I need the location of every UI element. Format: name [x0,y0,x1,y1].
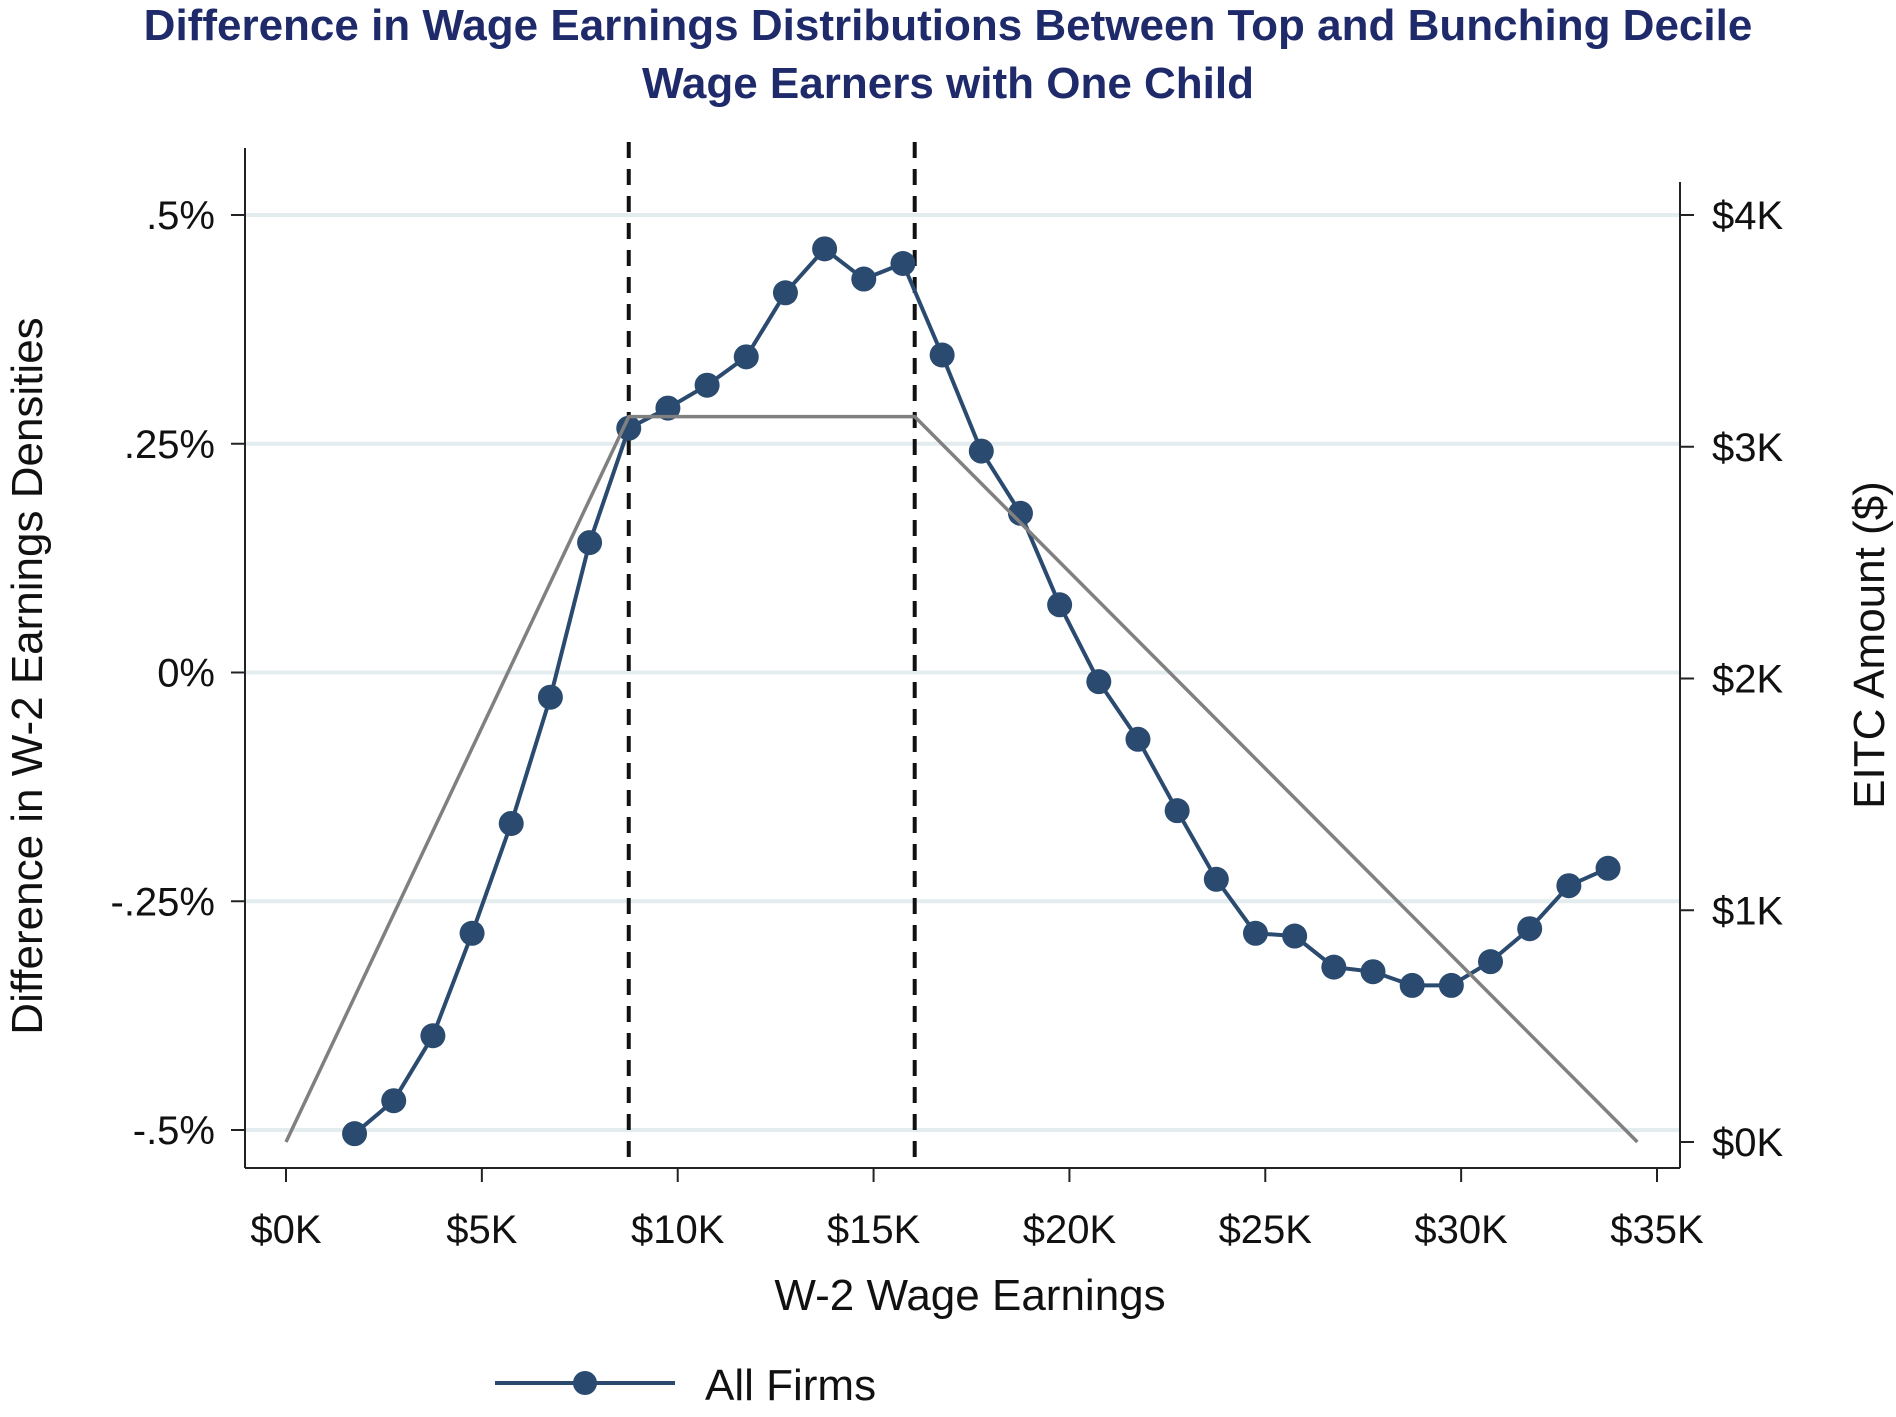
data-point-all-firms-27 [1399,972,1425,998]
axes [244,148,1681,1169]
data-point-all-firms-6 [577,530,603,556]
data-point-all-firms-24 [1282,923,1308,949]
x-axis-title: W-2 Wage Earnings [774,1271,1165,1320]
x-tick-label-5: $25K [1219,1208,1313,1252]
data-point-all-firms-30 [1517,916,1543,942]
data-point-all-firms-3 [459,920,485,946]
legend-marker-all-firms [573,1371,597,1395]
right-tick-label-1: $3K [1712,426,1783,470]
series [284,236,1639,1147]
left-tick-label-2: 0% [157,652,215,696]
data-point-all-firms-29 [1478,949,1504,975]
x-tick-label-4: $20K [1023,1208,1117,1252]
chart-title-line1: Difference in Wage Earnings Distribution… [144,1,1753,50]
x-tick-label-0: $0K [250,1208,321,1252]
chart-title-line2: Wage Earners with One Child [642,59,1254,108]
data-point-all-firms-5 [537,684,563,710]
left-tick-label-4: -.5% [133,1109,215,1153]
data-point-all-firms-11 [772,280,798,306]
left-tick-label-0: .5% [146,194,215,238]
series-line-eitc-schedule [284,414,1639,1144]
data-point-all-firms-23 [1242,920,1268,946]
left-tick-label-1: .25% [124,423,215,467]
legend: All Firms [495,1361,876,1410]
x-tick-label-7: $35K [1610,1208,1704,1252]
right-tick-label-4: $0K [1712,1121,1783,1165]
right-y-axis-title: EITC Amount ($) [1845,481,1894,809]
tick-labels: .5% .25% 0% -.25% -.5% $4K $3K $2K $1K $0K $0K $5K $… [111,194,1784,1252]
gridlines [245,213,1680,1132]
data-point-all-firms-15 [929,342,955,368]
legend-label-all-firms: All Firms [705,1361,876,1410]
data-point-all-firms-32 [1595,855,1621,881]
data-point-all-firms-4 [498,810,524,836]
data-point-all-firms-16 [968,438,994,464]
data-point-all-firms-1 [381,1088,407,1114]
data-point-all-firms-2 [420,1023,446,1049]
data-point-all-firms-19 [1086,669,1112,695]
data-point-all-firms-13 [851,266,877,292]
data-point-all-firms-7 [616,415,642,441]
data-point-all-firms-14 [890,250,916,276]
data-point-all-firms-0 [342,1121,368,1147]
right-tick-label-0: $4K [1712,194,1783,238]
data-point-all-firms-17 [1007,500,1033,526]
data-point-all-firms-25 [1321,954,1347,980]
x-tick-label-1: $5K [446,1208,517,1252]
dashed-reference-lines [626,142,917,1168]
data-point-all-firms-21 [1164,798,1190,824]
x-tick-label-6: $30K [1414,1208,1508,1252]
data-point-all-firms-28 [1438,972,1464,998]
data-point-all-firms-9 [694,372,720,398]
right-tick-label-3: $1K [1712,889,1783,933]
left-tick-label-3: -.25% [111,880,216,924]
data-point-all-firms-31 [1556,873,1582,899]
data-point-all-firms-8 [655,395,681,421]
data-point-all-firms-18 [1047,592,1073,618]
data-point-all-firms-10 [733,344,759,370]
left-y-axis-title: Difference in W-2 Earnings Densities [3,317,52,1034]
data-point-all-firms-22 [1203,866,1229,892]
x-tick-label-2: $10K [631,1208,725,1252]
x-tick-label-3: $15K [827,1208,921,1252]
right-tick-label-2: $2K [1712,658,1783,702]
data-point-all-firms-12 [812,236,838,262]
data-point-all-firms-26 [1360,959,1386,985]
data-point-all-firms-20 [1125,726,1151,752]
